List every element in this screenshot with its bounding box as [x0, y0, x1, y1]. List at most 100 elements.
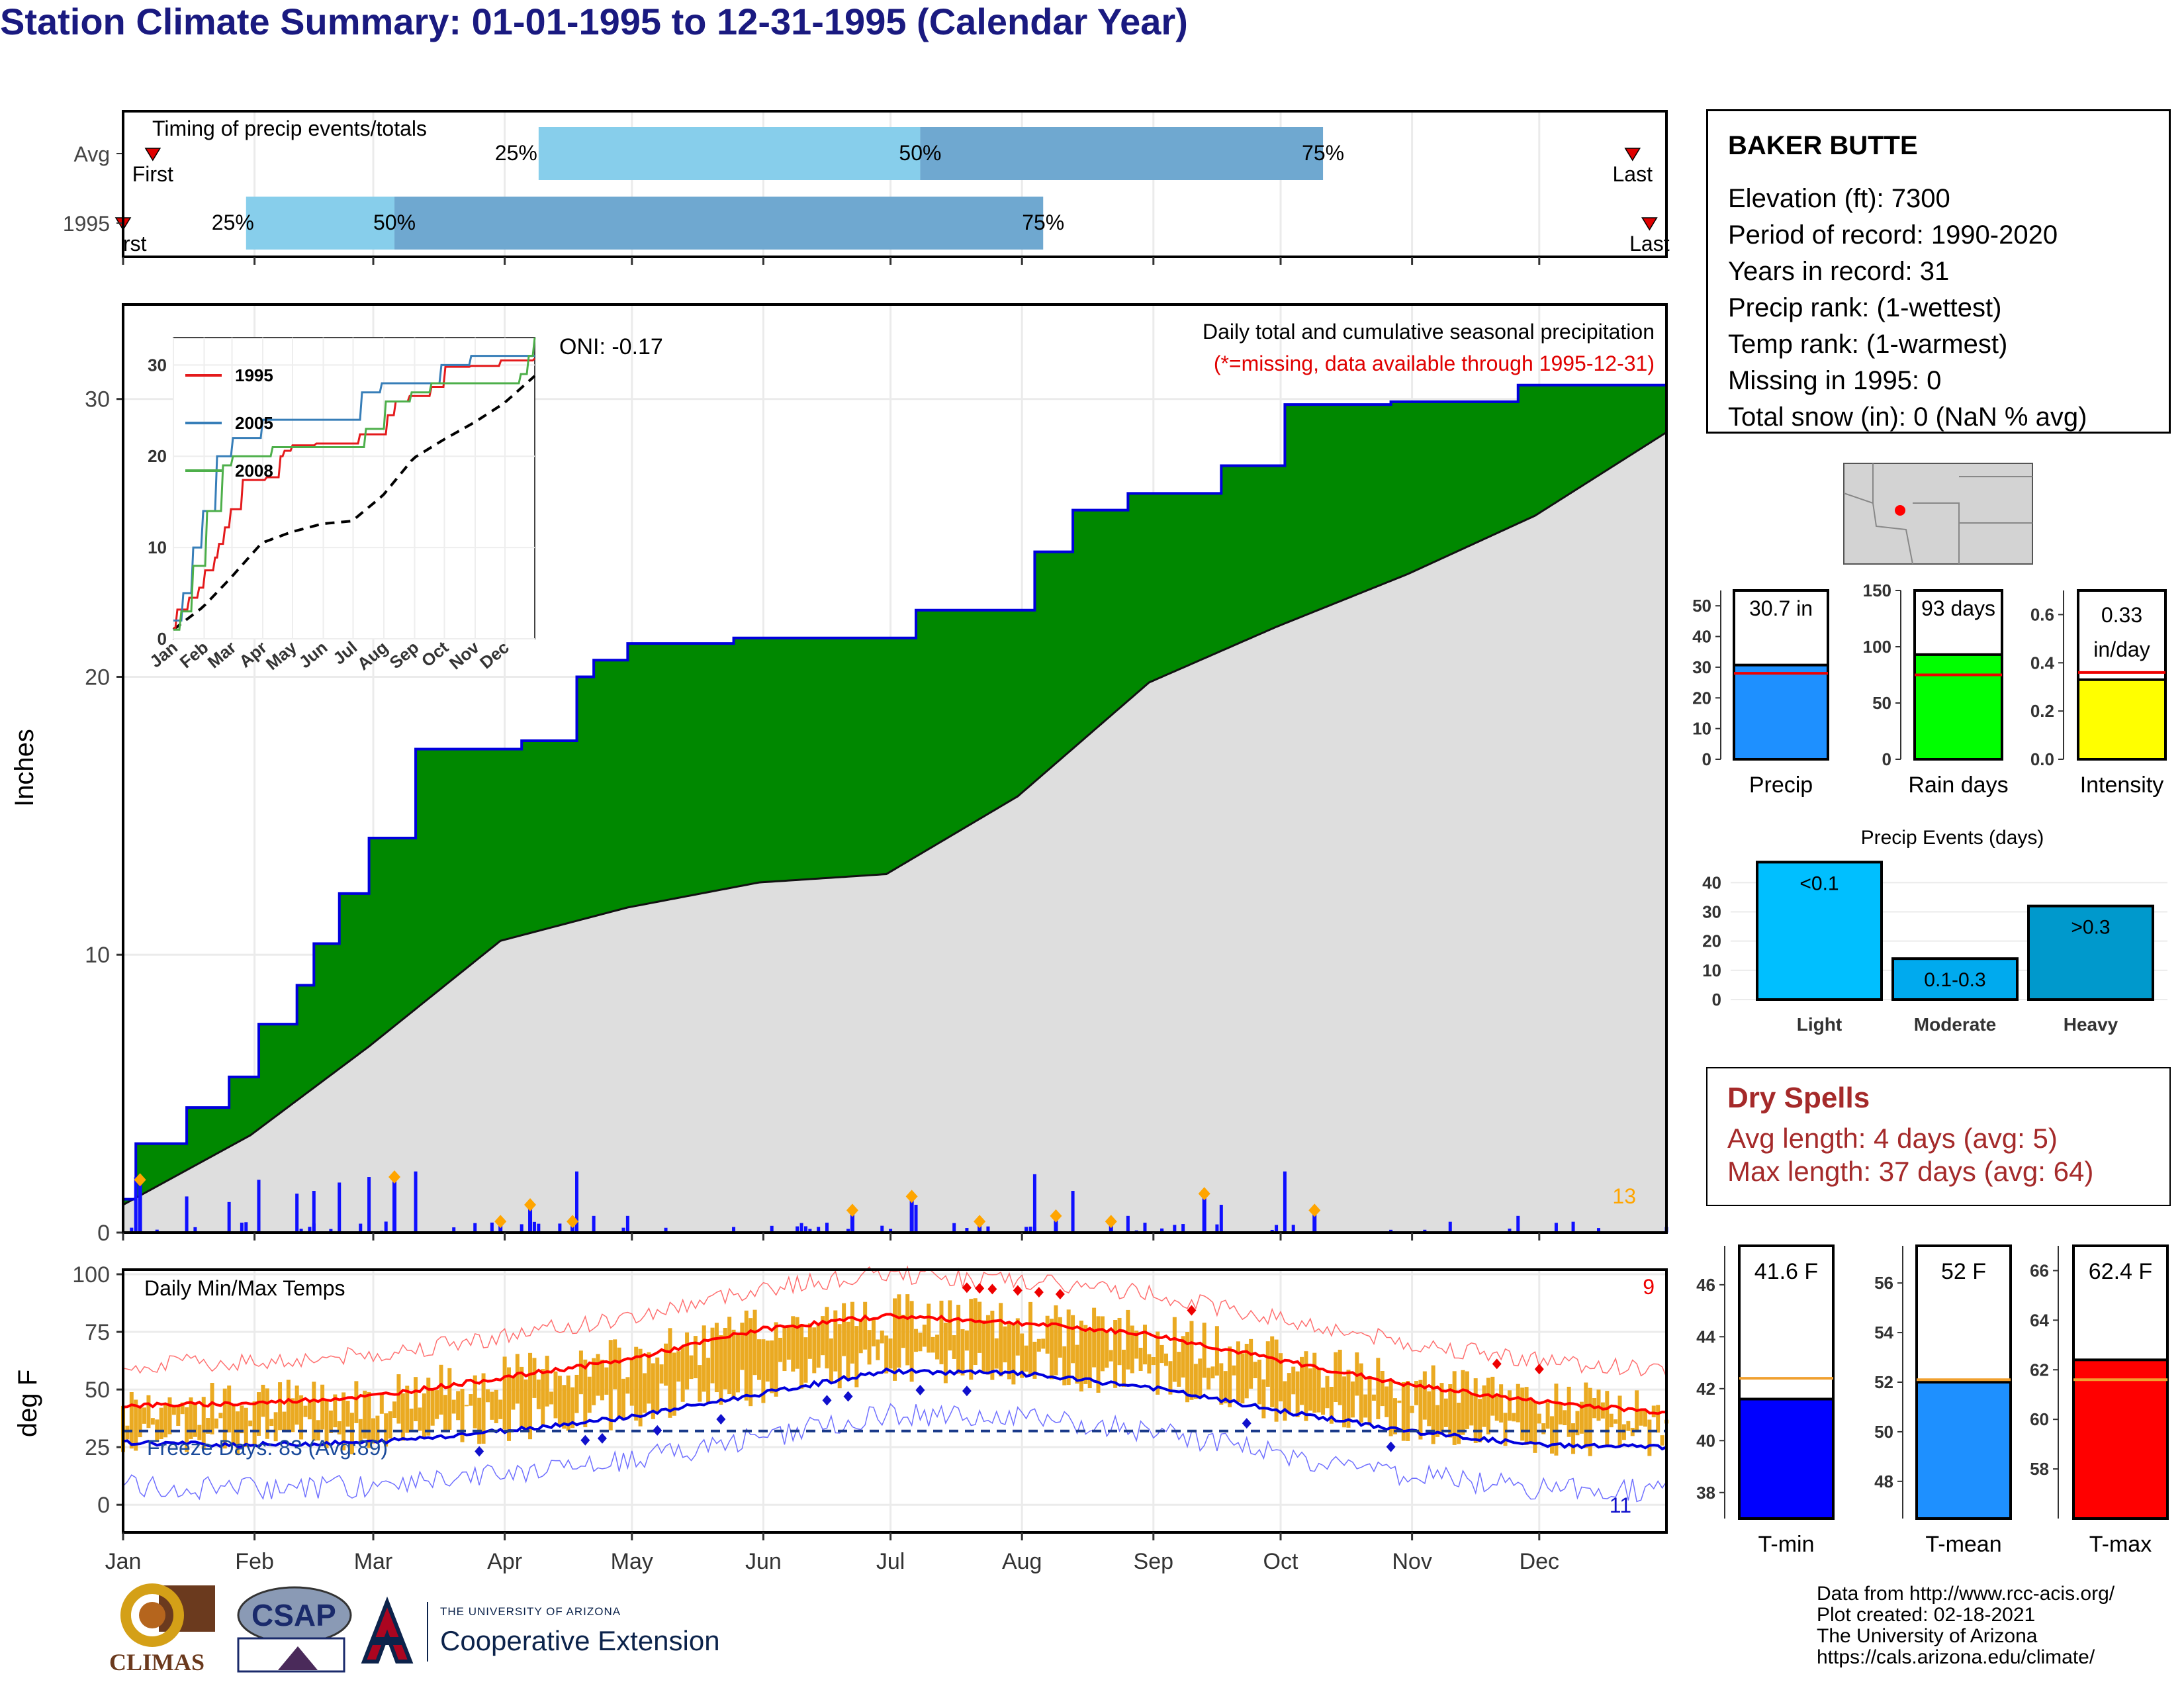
daily-temp-range-bar [1177, 1352, 1181, 1387]
daily-precip-bar [1028, 1227, 1032, 1233]
daily-temp-range-bar [379, 1393, 384, 1414]
daily-temp-range-bar [1300, 1356, 1304, 1405]
daily-temp-range-bar [235, 1411, 240, 1456]
daily-temp-range-bar [999, 1303, 1003, 1377]
daily-temp-range-bar [371, 1418, 375, 1444]
daily-temp-range-bar [557, 1376, 562, 1426]
daily-temp-range-bar [655, 1357, 660, 1413]
daily-temp-range-bar [549, 1391, 554, 1405]
daily-temp-range-bar [1388, 1379, 1393, 1436]
daily-temp-range-bar [807, 1323, 812, 1359]
intensity-tick-label: 0.4 [2030, 653, 2055, 673]
daily-temp-range-bar [770, 1340, 774, 1393]
daily-temp-range-bar [1397, 1400, 1402, 1403]
rain-days-tick-label: 0 [1882, 749, 1891, 769]
daily-precip-bar [312, 1191, 316, 1233]
heavy-event-marker [494, 1215, 507, 1229]
events-tick-label: 40 [1702, 872, 1721, 892]
daily-temp-range-bar [295, 1385, 299, 1425]
station-info-box: BAKER BUTTE Elevation (ft): 7300 Period … [1706, 109, 2171, 434]
daily-temp-range-bar [1240, 1353, 1245, 1404]
daily-temp-range-bar [1656, 1405, 1661, 1433]
daily-temp-range-bar [244, 1407, 248, 1447]
average-cumulative-line [122, 431, 1667, 1206]
daily-temp-range-bar [752, 1309, 757, 1376]
daily-precip-bar [1143, 1223, 1147, 1233]
daily-temp-range-bar [176, 1405, 181, 1427]
rain-days-value: 93 days [1921, 596, 1995, 620]
record-high-marker [1013, 1285, 1023, 1296]
daily-temp-range-bar [1160, 1344, 1164, 1364]
daily-temp-range-bar [1198, 1358, 1203, 1397]
inset-series-line [173, 357, 536, 629]
tmean-bar [1915, 1381, 2012, 1520]
daily-precip-bar [185, 1196, 189, 1233]
daily-temp-range-bar [1011, 1323, 1016, 1385]
daily-temp-range-bar [312, 1382, 316, 1441]
timing-bar-50-75 [394, 197, 1044, 250]
daily-temp-range-bar [138, 1406, 142, 1438]
daily-temp-range-bar [897, 1294, 901, 1368]
event-bar-label: <0.1 [1799, 872, 1839, 894]
inset-ytick-label: 20 [148, 446, 167, 466]
daily-temp-range-bar [1181, 1336, 1185, 1378]
daily-temp-range-bar [1172, 1317, 1177, 1382]
month-xtick-label: Nov [1392, 1549, 1432, 1574]
station-name: BAKER BUTTE [1728, 131, 1918, 160]
daily-temp-range-bar [418, 1407, 422, 1431]
daily-temp-range-bar [765, 1340, 770, 1382]
daily-temp-range-bar [1584, 1382, 1588, 1448]
events-tick-label: 10 [1702, 961, 1721, 980]
daily-precip-bar [799, 1223, 803, 1233]
timing-pct-label: 25% [212, 211, 254, 234]
tmax-tick-label: 58 [2030, 1459, 2049, 1479]
precip-event-count: 13 [1612, 1184, 1636, 1208]
daily-precip-bar-highlight [909, 1196, 914, 1233]
daily-temp-range-bar [185, 1407, 189, 1452]
daily-precip-bar [1032, 1174, 1036, 1233]
rain-days-tick-label: 100 [1863, 637, 1891, 657]
daily-temp-range-bar [439, 1364, 443, 1415]
daily-temp-range-bar [689, 1355, 694, 1380]
daily-temp-range-bar [1575, 1411, 1580, 1436]
daily-precip-bar-highlight [1312, 1210, 1317, 1233]
daily-temp-range-bar [1439, 1383, 1444, 1435]
daily-temp-range-bar [1020, 1333, 1024, 1378]
daily-temp-range-bar [1092, 1307, 1097, 1368]
daily-precip-bar [490, 1222, 494, 1233]
dry-spells-avg: Avg length: 4 days (avg: 5) [1727, 1123, 2058, 1154]
tmean-tick-label: 52 [1874, 1372, 1893, 1392]
daily-temp-range-bar [791, 1316, 796, 1372]
daily-temp-range-bar [1338, 1349, 1342, 1405]
daily-temp-range-bar [1614, 1419, 1618, 1424]
daily-temp-range-bar [629, 1360, 634, 1406]
daily-temp-range-bar [545, 1356, 549, 1407]
heavy-event-marker [134, 1173, 146, 1187]
last-label: Last [1629, 232, 1670, 256]
daily-temp-range-bar [693, 1336, 698, 1379]
tmax-tick-label: 66 [2030, 1260, 2049, 1280]
daily-temp-range-bar [1202, 1323, 1206, 1378]
events-title: Precip Events (days) [1861, 827, 2044, 849]
precip-ylabel: Inches [10, 729, 39, 807]
timing-pct-label: 50% [899, 141, 941, 165]
daily-temp-range-bar [613, 1339, 617, 1389]
daily-temp-range-bar [1304, 1351, 1308, 1421]
daily-temp-range-bar [756, 1339, 761, 1380]
daily-temp-range-bar [621, 1378, 625, 1421]
tmin-value: 41.6 F [1754, 1259, 1818, 1284]
daily-temp-range-bar [392, 1401, 397, 1419]
record-low-marker [822, 1395, 832, 1406]
precip-total-tick-label: 50 [1692, 596, 1711, 616]
daily-temp-range-bar [180, 1402, 185, 1415]
daily-temp-range-bar [719, 1335, 723, 1405]
daily-temp-range-bar [231, 1404, 236, 1446]
temp-panel-title: Daily Min/Max Temps [144, 1276, 345, 1300]
daily-temp-range-bar [1087, 1329, 1092, 1389]
cumulative-surplus-area [123, 379, 1666, 1205]
daily-temp-range-bar [473, 1375, 477, 1429]
timing-bar-25-50 [538, 127, 921, 180]
daily-temp-range-bar [1249, 1338, 1253, 1389]
station-missing: Missing in 1995: 0 [1728, 366, 1942, 395]
precip-ytick-label: 20 [85, 665, 110, 690]
